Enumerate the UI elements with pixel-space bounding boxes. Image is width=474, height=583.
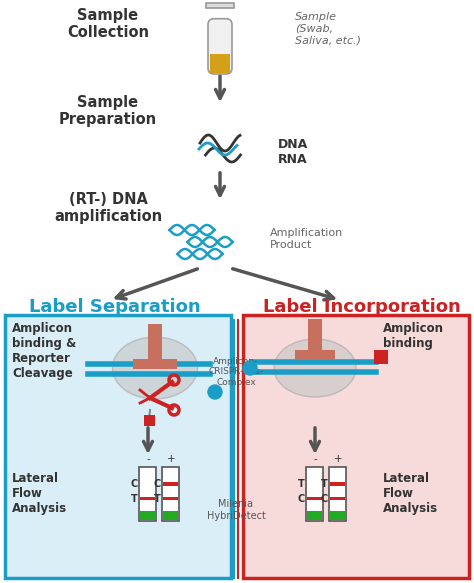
Text: Sample
Collection: Sample Collection xyxy=(67,8,149,40)
Ellipse shape xyxy=(274,339,356,397)
Text: T: T xyxy=(298,479,304,489)
Text: Label Incorporation: Label Incorporation xyxy=(263,298,461,316)
Text: Sample
Preparation: Sample Preparation xyxy=(59,95,157,128)
Text: Amplicon
binding: Amplicon binding xyxy=(383,322,444,350)
Ellipse shape xyxy=(112,337,198,399)
Text: Amplicon
binding &
Reporter
Cleavage: Amplicon binding & Reporter Cleavage xyxy=(12,322,76,380)
Bar xyxy=(329,467,346,521)
Bar xyxy=(308,497,322,500)
Circle shape xyxy=(208,385,222,399)
Bar xyxy=(164,497,179,500)
Bar xyxy=(330,497,346,500)
Text: T: T xyxy=(321,479,328,489)
Text: Sample
(Swab,
Saliva, etc.): Sample (Swab, Saliva, etc.) xyxy=(295,12,361,45)
Text: +: + xyxy=(167,454,175,464)
Bar xyxy=(295,350,335,360)
Bar xyxy=(140,497,155,500)
Bar xyxy=(163,467,180,521)
Text: +: + xyxy=(334,454,342,464)
Text: T: T xyxy=(131,494,137,504)
FancyBboxPatch shape xyxy=(243,315,469,578)
Text: -: - xyxy=(146,454,150,464)
Text: -: - xyxy=(313,454,317,464)
Bar xyxy=(164,482,179,486)
Text: Label Separation: Label Separation xyxy=(29,298,201,316)
Text: Lateral
Flow
Analysis: Lateral Flow Analysis xyxy=(383,472,438,515)
Text: T: T xyxy=(154,494,161,504)
Text: C: C xyxy=(297,494,304,504)
Bar xyxy=(330,482,346,486)
Text: Milenia
HybriDetect: Milenia HybriDetect xyxy=(207,499,265,521)
Bar xyxy=(307,467,323,521)
Text: (RT-) DNA
amplification: (RT-) DNA amplification xyxy=(54,192,162,224)
Text: Amplicon-
CRISPR-Cas-
Complex: Amplicon- CRISPR-Cas- Complex xyxy=(209,357,264,387)
Bar xyxy=(164,511,179,520)
Bar xyxy=(308,319,322,351)
Bar xyxy=(374,350,388,364)
Bar xyxy=(144,415,155,426)
Text: Amplification
Product: Amplification Product xyxy=(270,228,343,250)
Bar xyxy=(206,3,234,8)
Circle shape xyxy=(243,361,257,375)
Bar xyxy=(140,511,155,520)
FancyBboxPatch shape xyxy=(208,19,232,74)
Text: C: C xyxy=(320,494,328,504)
Text: DNA
RNA: DNA RNA xyxy=(278,138,308,166)
Bar xyxy=(139,467,156,521)
Bar xyxy=(330,511,346,520)
Text: C: C xyxy=(130,479,137,489)
Text: Lateral
Flow
Analysis: Lateral Flow Analysis xyxy=(12,472,67,515)
Bar xyxy=(133,359,177,368)
Bar xyxy=(148,324,162,359)
Text: C: C xyxy=(153,479,161,489)
FancyBboxPatch shape xyxy=(5,315,231,578)
Bar xyxy=(308,511,322,520)
Bar xyxy=(210,54,230,73)
